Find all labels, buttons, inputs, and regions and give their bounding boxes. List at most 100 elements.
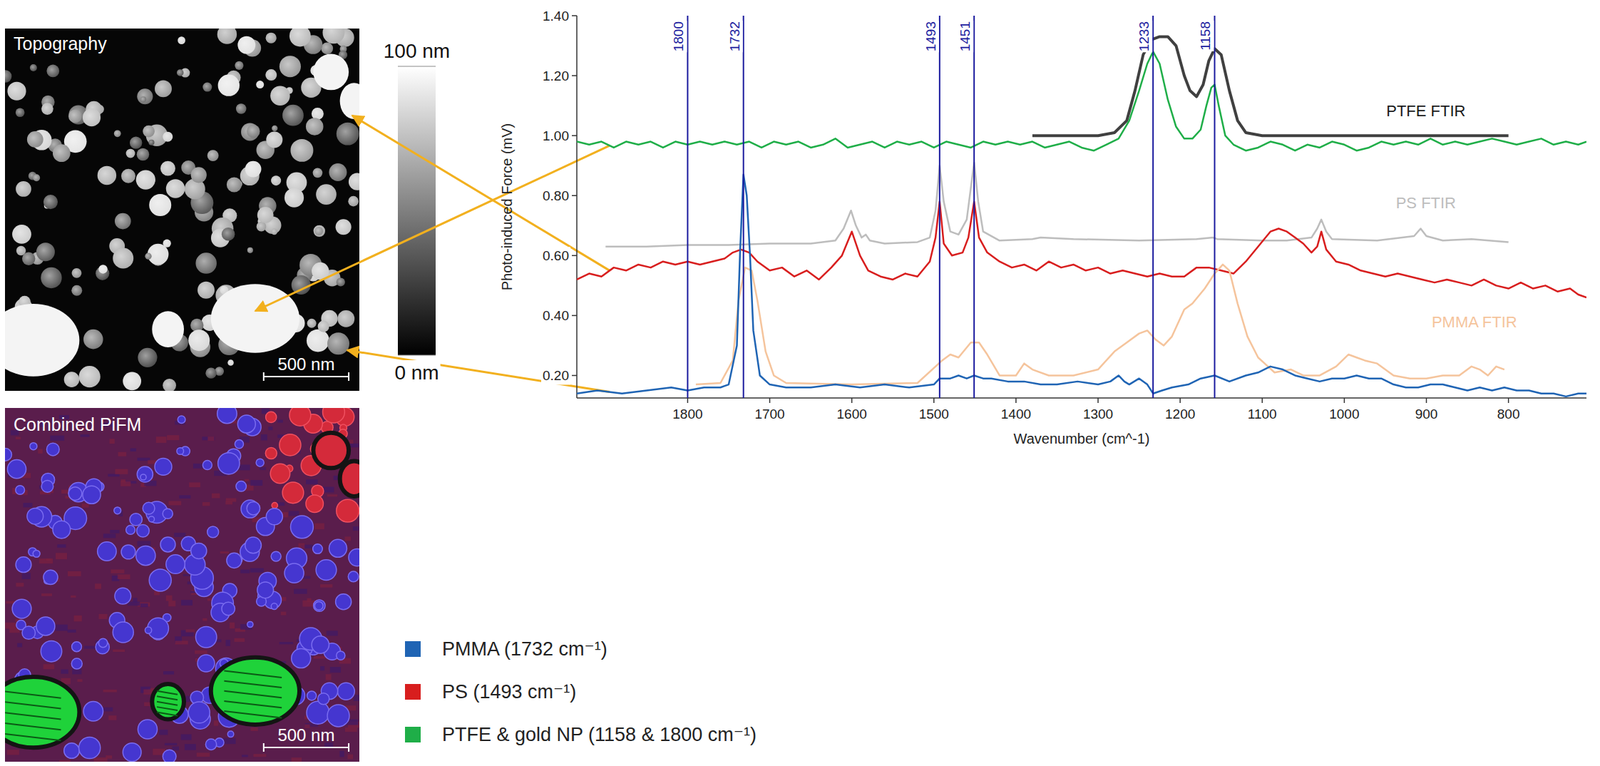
x-tick-label: 1700 xyxy=(754,406,785,422)
x-axis-title: Wavenumber (cm^-1) xyxy=(1013,430,1151,447)
particle xyxy=(289,407,311,426)
particle-shine xyxy=(40,267,62,289)
texture xyxy=(94,757,108,762)
particle xyxy=(136,524,150,537)
texture xyxy=(109,529,120,534)
particle-shine xyxy=(197,281,215,299)
texture xyxy=(41,593,53,597)
texture xyxy=(118,452,127,457)
particle xyxy=(176,447,184,455)
particle-shine xyxy=(234,61,244,70)
particle xyxy=(337,682,355,700)
particle-shine xyxy=(32,173,40,182)
texture xyxy=(130,448,137,452)
particle xyxy=(160,536,176,552)
particle xyxy=(32,173,40,182)
texture xyxy=(144,702,151,706)
y-tick-label: 0.20 xyxy=(542,367,569,383)
particle xyxy=(12,224,32,244)
texture xyxy=(108,715,117,720)
particle xyxy=(142,501,155,515)
particle xyxy=(237,36,256,55)
texture xyxy=(223,700,282,708)
panel-title: Combined PiFM xyxy=(13,414,142,435)
texture xyxy=(250,479,263,486)
text-patch xyxy=(922,20,940,53)
particle-shine xyxy=(140,96,147,102)
particle xyxy=(234,61,244,70)
particle xyxy=(218,74,240,97)
texture xyxy=(353,694,360,701)
texture xyxy=(244,479,249,482)
scale-bar-end xyxy=(263,742,265,752)
particle xyxy=(162,131,173,142)
texture xyxy=(67,629,77,633)
texture xyxy=(55,552,68,560)
particle-shine xyxy=(191,166,207,183)
particle xyxy=(68,486,82,501)
particle-shine xyxy=(205,367,217,378)
scale-bar xyxy=(263,746,349,748)
particle xyxy=(290,515,314,539)
reference-line xyxy=(686,15,689,398)
large-particle xyxy=(151,683,184,720)
texture xyxy=(277,419,284,423)
texture xyxy=(314,523,324,530)
x-tick xyxy=(1015,397,1017,403)
text-patch xyxy=(0,0,86,5)
particle xyxy=(129,513,142,526)
particle-shine xyxy=(226,176,242,192)
texture xyxy=(37,448,43,453)
texture xyxy=(226,498,237,502)
texture xyxy=(103,533,116,538)
particle xyxy=(122,371,142,391)
particle xyxy=(41,102,54,115)
texture xyxy=(260,434,268,440)
texture xyxy=(193,463,204,469)
particle-shine xyxy=(52,144,71,162)
particle xyxy=(284,563,304,583)
particle-shine xyxy=(336,122,360,146)
particle xyxy=(265,447,277,460)
texture xyxy=(43,663,55,669)
particle xyxy=(79,365,101,388)
texture xyxy=(330,666,341,673)
text-patch xyxy=(541,246,571,265)
texture xyxy=(70,595,76,598)
colorbar-label: 100 nm xyxy=(383,39,450,63)
texture xyxy=(117,573,131,579)
series-label: PMMA FTIR xyxy=(1431,313,1518,331)
series-line xyxy=(576,51,1587,151)
x-tick-label: 1100 xyxy=(1247,406,1278,422)
scale-bar-end xyxy=(263,372,265,381)
texture xyxy=(223,680,282,688)
particle-shine xyxy=(218,74,240,97)
particle xyxy=(221,227,236,241)
texture xyxy=(112,649,125,652)
particle-shine xyxy=(82,108,101,127)
texture xyxy=(172,745,179,751)
particle xyxy=(148,516,155,522)
texture xyxy=(46,558,52,561)
text-patch xyxy=(392,360,440,386)
particle xyxy=(43,194,58,209)
texture xyxy=(313,655,326,659)
particle xyxy=(52,144,71,162)
reference-label-group: 1451 xyxy=(956,20,974,53)
text-patch xyxy=(541,186,571,205)
particle xyxy=(236,481,247,492)
particle xyxy=(327,332,350,355)
y-tick-label: 1.20 xyxy=(542,68,569,84)
texture xyxy=(127,601,140,607)
particle xyxy=(137,347,157,368)
particle xyxy=(140,96,147,102)
particle xyxy=(82,485,101,504)
particle xyxy=(136,466,153,482)
particle xyxy=(162,749,177,762)
particle-shine xyxy=(207,149,219,162)
particle xyxy=(322,28,346,44)
particle xyxy=(348,549,360,567)
texture xyxy=(185,629,194,633)
particle xyxy=(177,36,186,45)
particle-shine xyxy=(72,268,82,279)
